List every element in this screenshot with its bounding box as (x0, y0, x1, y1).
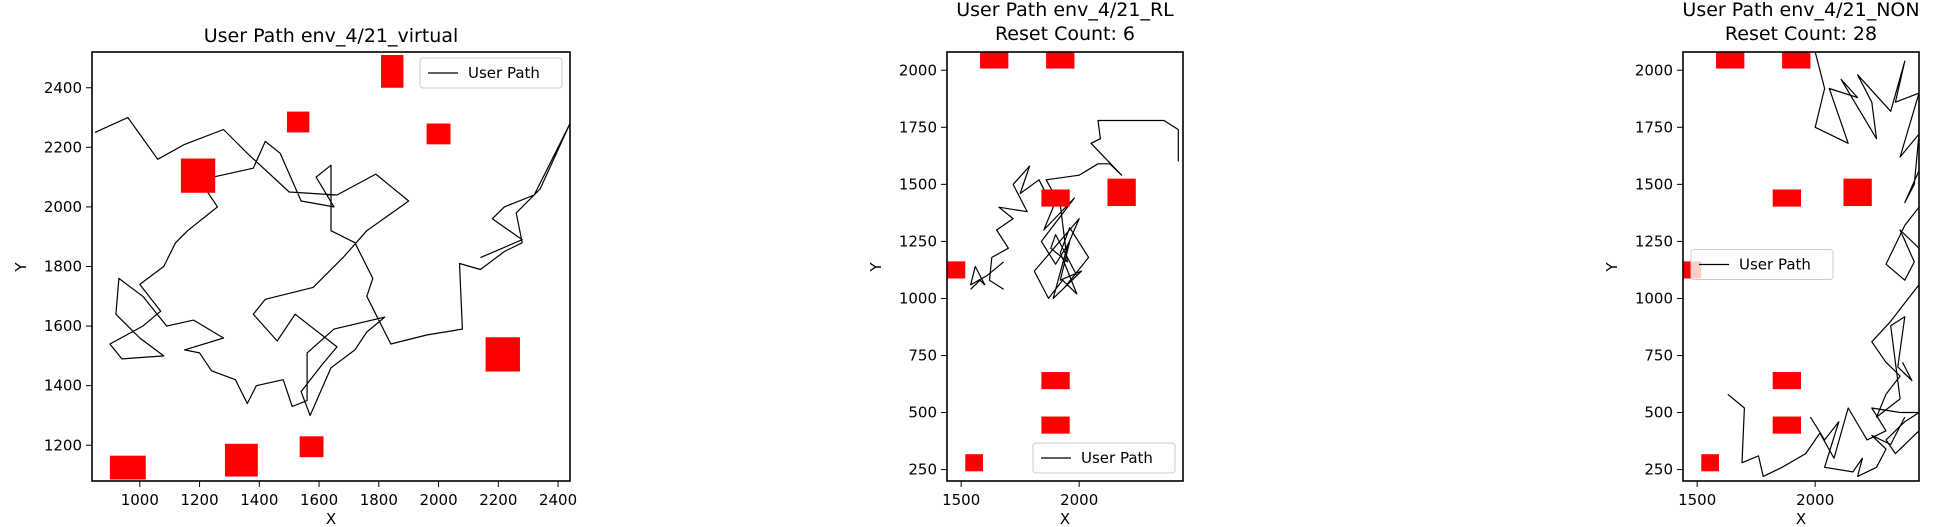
plot-area: 1500 2000 250 500 750 1000 1250 1500 1750 2000 Use… (1635, 51, 1920, 509)
y-tick-label: 500 (908, 404, 937, 422)
x-tick-label: 2000 (1060, 491, 1098, 509)
obstacle-marker-5 (286, 111, 310, 133)
y-tick-label: 1500 (899, 175, 937, 193)
x-tick-label: 2400 (539, 491, 577, 509)
series-line-4 (1809, 416, 1906, 477)
y-axis-label: Y (1603, 262, 1621, 273)
obstacle-marker-6 (1041, 416, 1070, 434)
x-tick-label: 1200 (180, 491, 218, 509)
y-tick-label: 1250 (1635, 232, 1673, 250)
y-tick-label: 2000 (899, 61, 937, 79)
y-tick-label: 2000 (44, 198, 82, 216)
chart-panel-non: User Path env_4/21_NON Reset Count: 28 1… (1603, 0, 1920, 527)
chart-title-line-2: Reset Count: 28 (1725, 23, 1877, 45)
legend-label: User Path (1081, 449, 1153, 467)
y-tick-label: 1000 (1635, 289, 1673, 307)
series-line-1 (1885, 206, 1919, 281)
legend-label: User Path (1739, 256, 1811, 274)
legend: User Path (1690, 249, 1834, 280)
y-axis-label: Y (12, 262, 30, 273)
y-tick-label: 1750 (1635, 118, 1673, 136)
chart-title-line-1: User Path env_4/21_RL (956, 0, 1174, 21)
y-tick-label: 1500 (1635, 175, 1673, 193)
obstacle-marker-1 (1046, 52, 1075, 69)
obstacle-marker-2 (299, 436, 324, 458)
x-tick-label: 1500 (942, 491, 980, 509)
chart-panel-virtual: User Path env_4/21_virtual 1000 1200 1400 1… (12, 25, 577, 527)
x-axis-label: X (326, 510, 336, 527)
y-tick-label: 250 (1644, 461, 1673, 479)
y-tick-label: 750 (1644, 346, 1673, 364)
y-tick-label: 750 (908, 346, 937, 364)
legend-box (419, 57, 563, 89)
legend-label: User Path (468, 64, 540, 82)
chart-title-line-2: Reset Count: 6 (995, 23, 1135, 45)
y-axis-label: Y (867, 262, 885, 273)
series-line-0 (1814, 52, 1919, 204)
legend: User Path (1032, 442, 1176, 474)
obstacle-marker-4 (180, 158, 216, 193)
x-tick-label: 1800 (360, 491, 398, 509)
obstacle-marker-0 (980, 52, 1009, 69)
legend: User Path (419, 57, 563, 89)
chart-title-line-1: User Path env_4/21_virtual (204, 25, 459, 47)
x-axis-label: X (1060, 510, 1070, 527)
obstacle-marker-6 (1772, 416, 1801, 434)
obstacle-marker-4 (947, 261, 966, 279)
plot-frame (1682, 51, 1920, 482)
y-tick-label: 1800 (44, 258, 82, 276)
obstacle-marker-7 (1701, 454, 1719, 472)
y-tick-label: 1600 (44, 317, 82, 335)
x-tick-label: 1400 (240, 491, 278, 509)
y-tick-label: 2400 (44, 79, 82, 97)
y-tick-label: 1250 (899, 232, 937, 250)
y-tick-label: 1400 (44, 377, 82, 395)
y-tick-label: 250 (908, 461, 937, 479)
series-line-3 (1727, 393, 1919, 477)
x-axis-label: X (1796, 510, 1806, 527)
obstacle-marker-2 (1772, 189, 1801, 207)
x-tick-label: 1000 (121, 491, 159, 509)
series-line-0 (988, 119, 1179, 299)
x-tick-label: 2000 (419, 491, 457, 509)
plot-frame (946, 51, 1184, 482)
x-tick-label: 2000 (1796, 491, 1834, 509)
plot-area: 1000 1200 1400 1600 1800 2000 2200 2400 1200 1400… (44, 51, 577, 509)
obstacle-marker-2 (1041, 189, 1070, 207)
chart-panel-rl: User Path env_4/21_RL Reset Count: 6 150… (867, 0, 1184, 527)
obstacle-marker-7 (381, 54, 404, 88)
plot-content (1683, 52, 1919, 477)
obstacle-marker-7 (965, 454, 983, 472)
obstacle-marker-3 (1107, 178, 1136, 207)
legend-box (1032, 442, 1176, 474)
obstacle-marker-3 (485, 337, 520, 372)
y-tick-label: 500 (1644, 404, 1673, 422)
series-line-0 (94, 116, 570, 417)
obstacle-marker-5 (1041, 372, 1070, 390)
obstacle-marker-5 (1772, 372, 1801, 390)
y-tick-label: 1200 (44, 436, 82, 454)
x-tick-label: 1500 (1678, 491, 1716, 509)
obstacle-marker-6 (426, 123, 451, 145)
x-tick-label: 1600 (300, 491, 338, 509)
obstacle-marker-3 (1843, 178, 1872, 207)
legend-box (1690, 249, 1834, 280)
obstacle-marker-1 (224, 443, 258, 477)
chart-title-line-1: User Path env_4/21_NON (1682, 0, 1919, 21)
series-line-1 (969, 261, 1004, 290)
obstacle-marker-0 (1716, 52, 1745, 69)
y-tick-label: 1000 (899, 289, 937, 307)
y-tick-label: 2200 (44, 138, 82, 156)
plot-content (947, 52, 1179, 472)
plot-content (94, 54, 570, 480)
obstacle-marker-1 (1782, 52, 1811, 69)
y-tick-label: 2000 (1635, 61, 1673, 79)
plot-area: 1500 2000 250 500 750 1000 1250 1500 1750 2000 Use… (899, 51, 1184, 509)
x-tick-label: 2200 (479, 491, 517, 509)
series-line-2 (1871, 284, 1919, 418)
obstacle-marker-0 (109, 455, 146, 480)
y-tick-label: 1750 (899, 118, 937, 136)
